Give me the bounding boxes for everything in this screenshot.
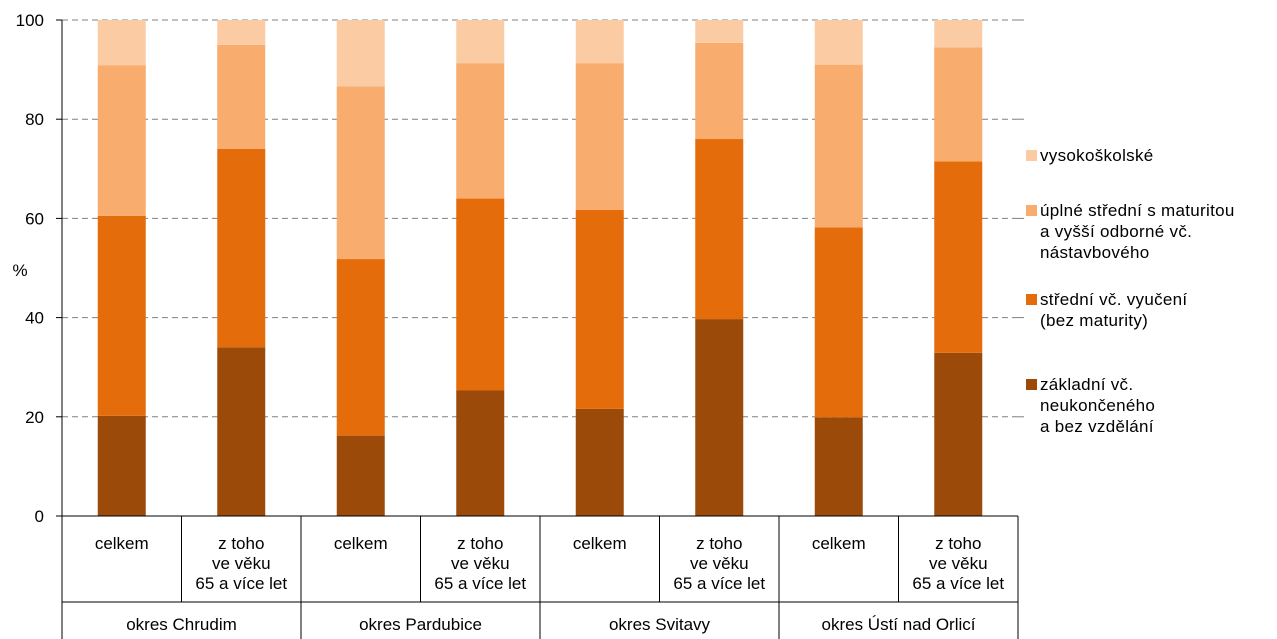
x-category-label: z toho ve věku 65 a více let [673, 534, 765, 593]
bar-segment [934, 47, 983, 162]
x-group-label: okres Ústí nad Orlicí [822, 615, 976, 634]
bar-segment [97, 20, 146, 66]
y-tick-label: 60 [25, 209, 44, 228]
x-category-labels: celkem z toho ve věku 65 a více let celkem z … [95, 534, 1005, 634]
bar-segment [695, 319, 744, 516]
legend-item-zakladni: základní vč. neukončeného a bez vzdělání [1026, 374, 1155, 437]
legend-label: úplné střední s maturitou a vyšší odborn… [1040, 201, 1235, 262]
bar-segment [814, 227, 863, 418]
y-tick-label: 100 [16, 11, 44, 30]
bar-segment [97, 65, 146, 216]
bar-segment [934, 161, 983, 353]
y-tick-label: 80 [25, 110, 44, 129]
legend-label: základní vč. neukončeného a bez vzdělání [1040, 375, 1156, 436]
bar-segment [217, 347, 266, 516]
x-group-label: okres Pardubice [359, 615, 482, 634]
bars [97, 20, 983, 516]
bar-segment [934, 20, 983, 48]
bar-segment [217, 20, 266, 45]
bar-segment [814, 20, 863, 65]
bar-segment [336, 20, 385, 87]
x-category-label: celkem [334, 534, 388, 553]
legend-swatch [1026, 150, 1037, 161]
bar-segment [575, 408, 624, 516]
bar-segment [217, 44, 266, 149]
bar-segment [695, 139, 744, 320]
bar-segment [336, 86, 385, 260]
bar-segment [695, 42, 744, 140]
bar-segment [97, 215, 146, 416]
x-category-label: celkem [95, 534, 149, 553]
bar-segment [336, 259, 385, 436]
bar-segment [695, 20, 744, 43]
legend-item-stredni-vyuceni: střední vč. vyučení (bez maturity) [1026, 289, 1187, 331]
y-tick-label: 40 [25, 309, 44, 328]
bar-segment [934, 352, 983, 516]
bar-segment [456, 390, 505, 516]
x-category-label: celkem [573, 534, 627, 553]
legend-swatch [1026, 205, 1037, 216]
x-category-label: z toho ve věku 65 a více let [195, 534, 287, 593]
bar-segment [575, 20, 624, 64]
legend-label: střední vč. vyučení (bez maturity) [1040, 290, 1188, 330]
y-axis-label: % [12, 261, 27, 280]
x-group-label: okres Chrudim [126, 615, 237, 634]
legend-swatch [1026, 294, 1037, 305]
bar-segment [217, 148, 266, 348]
y-tick-labels: 0 20 40 60 80 100 [16, 11, 44, 526]
bar-segment [456, 198, 505, 391]
y-tick-label: 20 [25, 408, 44, 427]
legend-item-vysokoskolske: vysokoškolské [1026, 145, 1154, 166]
bar-segment [456, 63, 505, 199]
x-category-label: z toho ve věku 65 a více let [434, 534, 526, 593]
x-category-label: celkem [812, 534, 866, 553]
gridlines [62, 19, 1026, 418]
bar-segment [814, 64, 863, 228]
x-category-label: z toho ve věku 65 a více let [912, 534, 1004, 593]
bar-segment [456, 20, 505, 64]
axes [56, 19, 1019, 639]
bar-segment [97, 415, 146, 516]
y-tick-label: 0 [35, 507, 44, 526]
bar-segment [814, 417, 863, 516]
x-group-label: okres Svitavy [609, 615, 711, 634]
bar-segment [575, 209, 624, 409]
legend-swatch [1026, 379, 1037, 390]
legend-item-uplne-stredni: úplné střední s maturitou a vyšší odborn… [1026, 200, 1235, 263]
legend-label: vysokoškolské [1040, 146, 1154, 165]
bar-segment [575, 63, 624, 210]
bar-segment [336, 435, 385, 516]
